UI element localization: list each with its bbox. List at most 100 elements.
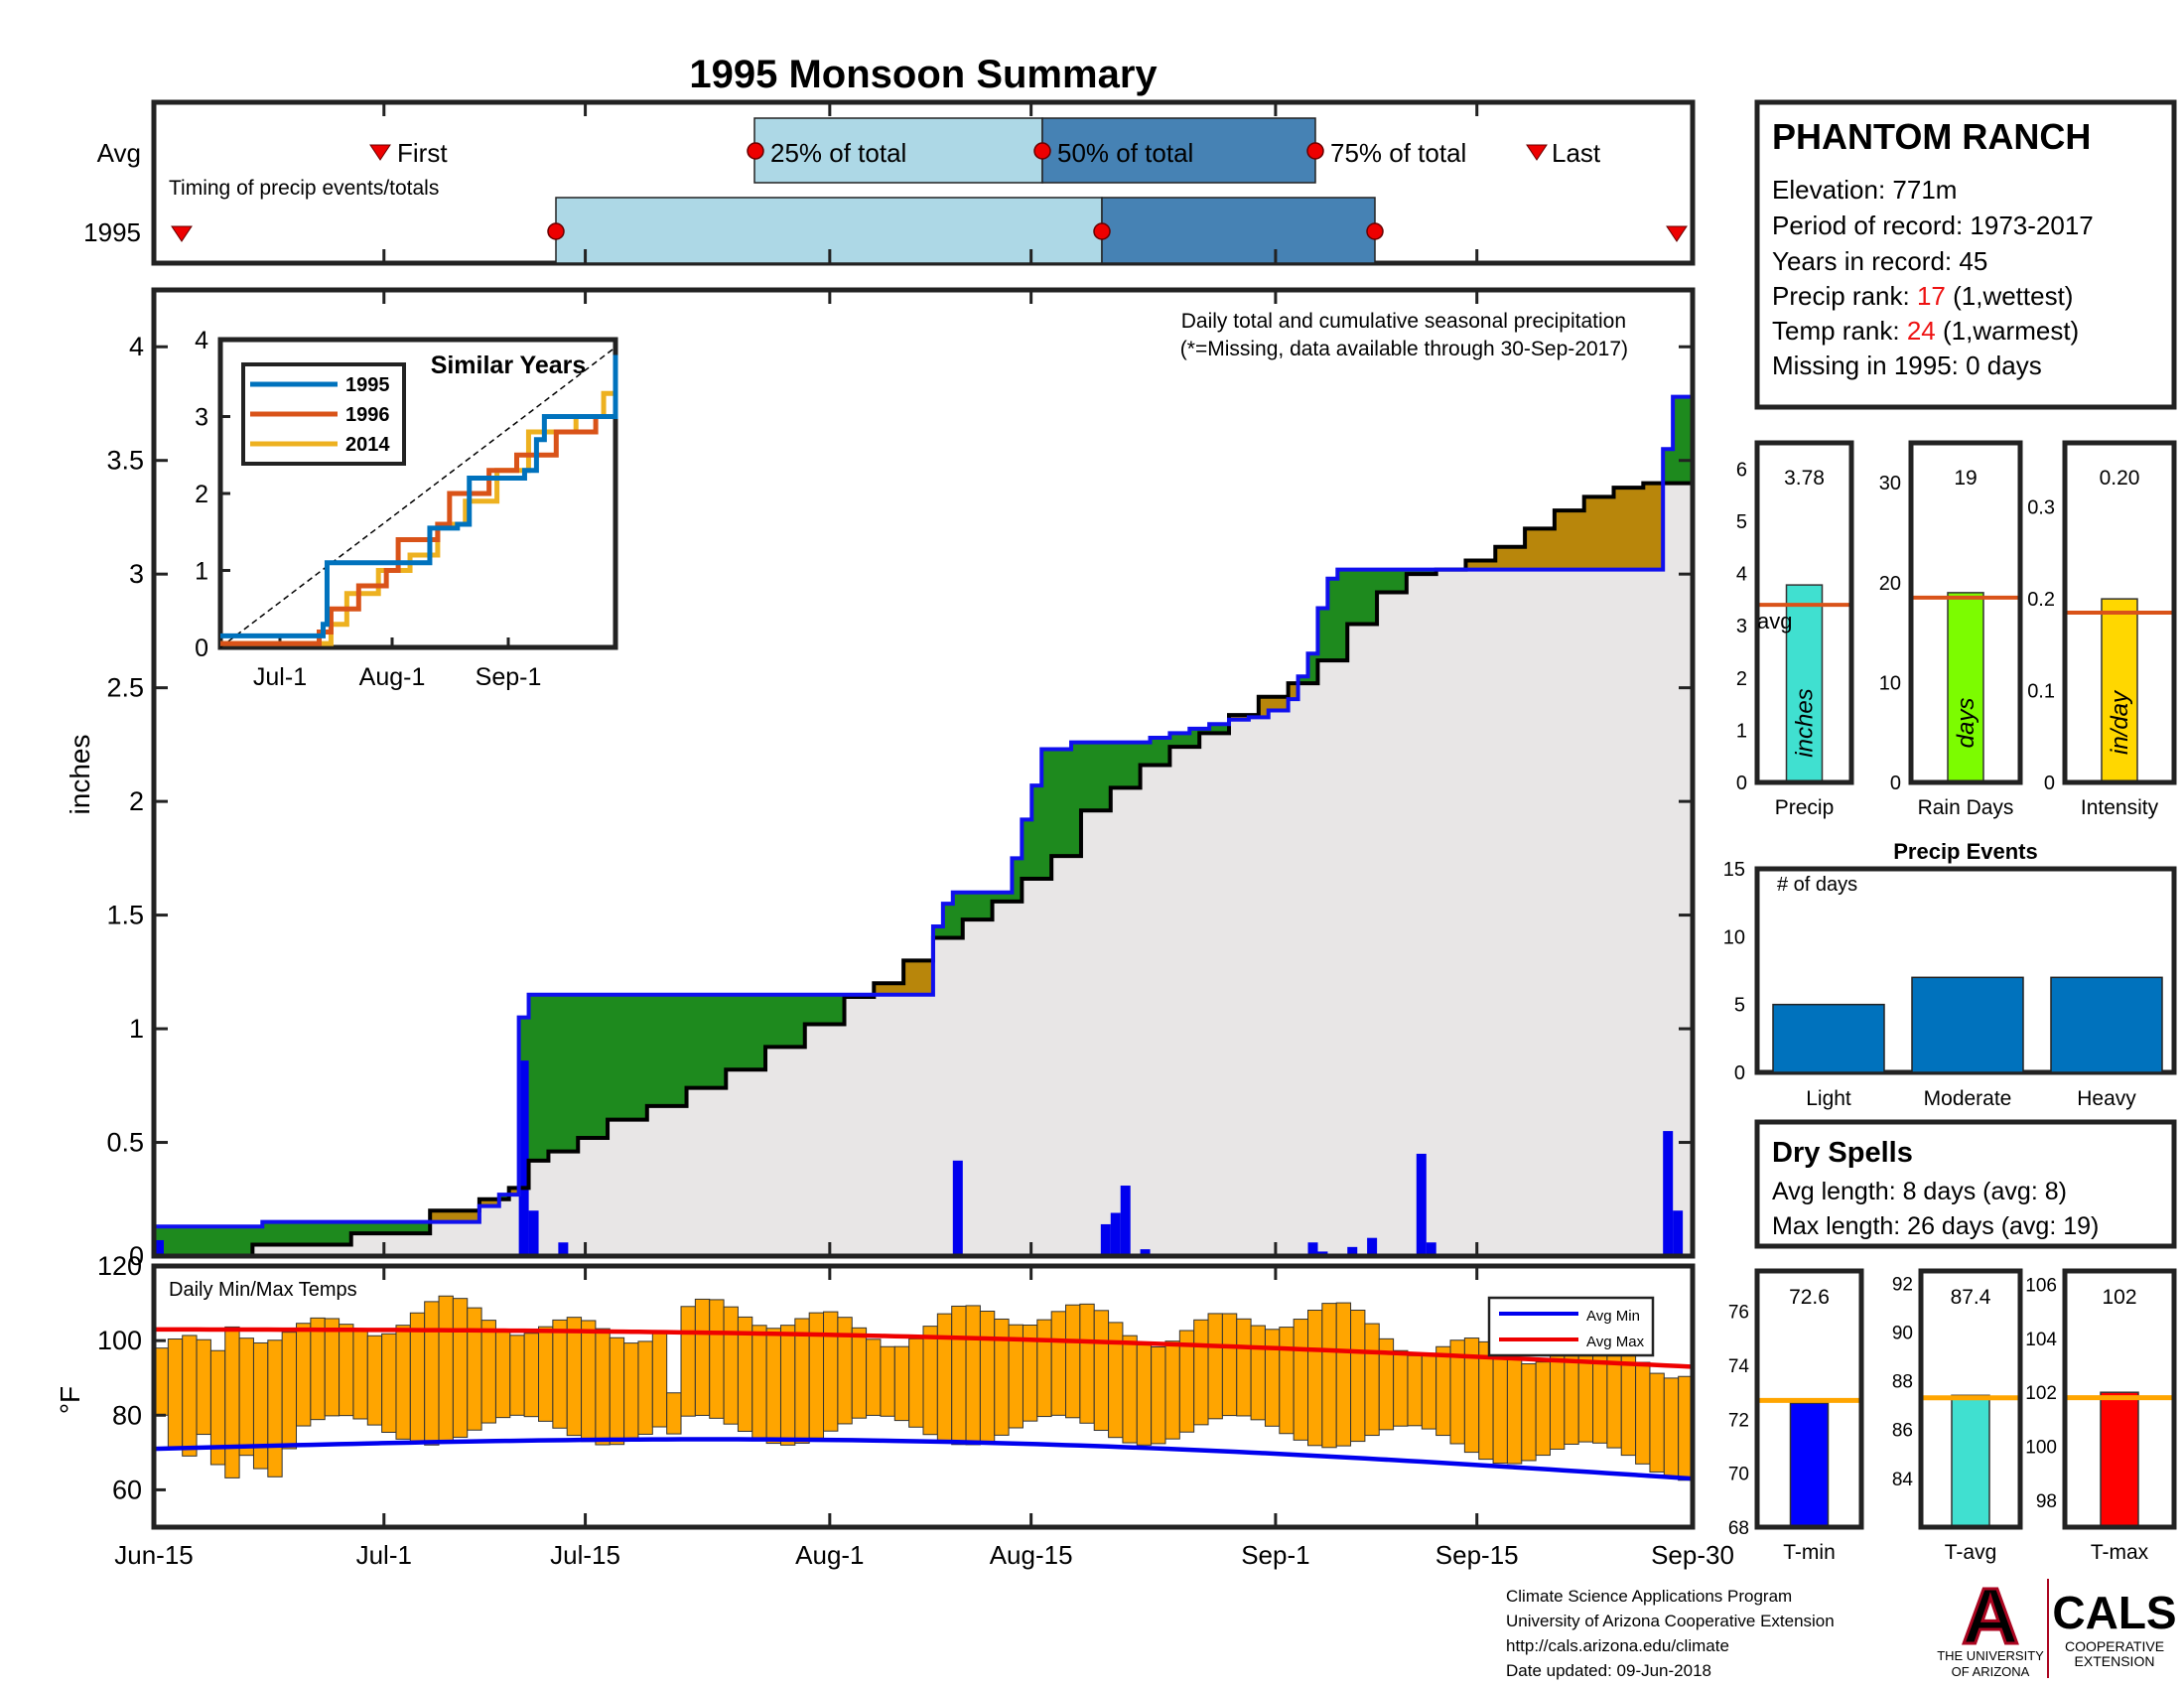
station-period: Period of record: 1973-2017 bbox=[1772, 211, 2094, 240]
timing-panel: Avg 1995 Timing of precip events/totals … bbox=[83, 99, 1696, 266]
temp-bar bbox=[339, 1324, 354, 1417]
temp-bar bbox=[581, 1320, 597, 1443]
daily-precip-bar bbox=[952, 1160, 963, 1256]
temp-bar bbox=[779, 1325, 796, 1446]
inset-y-tick: 2 bbox=[195, 481, 208, 508]
temp-summary-y-tick: 92 bbox=[1892, 1274, 1913, 1295]
x-date-label: Sep-1 bbox=[1241, 1540, 1309, 1570]
temp-bar bbox=[637, 1340, 653, 1435]
temp-bar bbox=[1236, 1318, 1252, 1417]
average-cumulative-line bbox=[154, 481, 1693, 1258]
temp-summary-y-tick: 76 bbox=[1728, 1303, 1749, 1324]
events-y-tick: 15 bbox=[1723, 859, 1745, 881]
summary-unit: in/day bbox=[2107, 689, 2133, 755]
temp-bar bbox=[1350, 1309, 1366, 1443]
timing-last-label: Last bbox=[1552, 138, 1601, 168]
summary-y-tick: 0.3 bbox=[2027, 497, 2055, 519]
temp-bar bbox=[1407, 1354, 1423, 1427]
temp-bar bbox=[1122, 1335, 1138, 1444]
inset-y-tick: 1 bbox=[195, 558, 208, 586]
summary-panel-frame bbox=[1908, 440, 2023, 785]
ua-logo-letter: A bbox=[1962, 1572, 2019, 1660]
station-info-box: PHANTOM RANCH Elevation: 771m Period of … bbox=[1754, 99, 2177, 410]
temp-bar bbox=[267, 1339, 283, 1477]
year-first-marker bbox=[171, 225, 193, 242]
inset-x-tick: Jul-1 bbox=[253, 663, 307, 691]
summary-y-tick: 1 bbox=[1736, 720, 1747, 742]
temps-y-tick: 80 bbox=[112, 1400, 142, 1430]
temp-summary-value: 102 bbox=[2102, 1286, 2136, 1309]
temp-bar bbox=[552, 1319, 568, 1429]
summary-y-tick: 4 bbox=[1736, 564, 1747, 586]
temp-summary-y-tick: 100 bbox=[2025, 1438, 2057, 1459]
summary-panel-frame bbox=[1754, 440, 1854, 785]
temp-bar bbox=[1036, 1319, 1052, 1418]
daily-precip-bar bbox=[1100, 1223, 1111, 1256]
temps-y-tick: 120 bbox=[97, 1251, 142, 1281]
temp-summary-y-tick: 84 bbox=[1892, 1470, 1914, 1490]
summary-y-tick: 6 bbox=[1736, 459, 1747, 481]
temp-bar bbox=[381, 1333, 397, 1434]
daily-precip-bar bbox=[1347, 1246, 1358, 1256]
inset-legend-label: 1995 bbox=[345, 374, 390, 396]
cals-logo-text: CALS bbox=[2052, 1587, 2176, 1638]
temp-bar bbox=[324, 1318, 341, 1417]
station-missing: Missing in 1995: 0 days bbox=[1772, 351, 2042, 380]
inset-series-1995 bbox=[220, 354, 618, 638]
temp-bar bbox=[709, 1299, 725, 1419]
station-years: Years in record: 45 bbox=[1772, 246, 1987, 276]
temp-summary-label: T-max bbox=[2091, 1541, 2149, 1564]
daily-precip-bar bbox=[1416, 1153, 1427, 1256]
legend-avg-min: Avg Min bbox=[1586, 1308, 1640, 1325]
temp-bar bbox=[1136, 1344, 1153, 1446]
event-category-label: Heavy bbox=[2077, 1087, 2136, 1110]
inset-y-tick: 4 bbox=[195, 327, 208, 354]
precip-y-label: inches bbox=[65, 735, 95, 815]
footer-line3: http://cals.arizona.edu/climate bbox=[1506, 1636, 1729, 1655]
temp-bar bbox=[1293, 1319, 1309, 1441]
temp-summary-value: 72.6 bbox=[1789, 1286, 1830, 1309]
inset-series-1996 bbox=[220, 408, 618, 646]
daily-precip-bar bbox=[1120, 1186, 1131, 1256]
cals-logo-sub2: EXTENSION bbox=[2075, 1653, 2155, 1669]
summary-y-tick: 3 bbox=[1736, 616, 1747, 637]
temp-panel-frame bbox=[1754, 1268, 1864, 1530]
station-temp-rank: Temp rank: 24 (1,warmest) bbox=[1772, 316, 2079, 346]
event-bar-light bbox=[1772, 1003, 1885, 1073]
timing-avg-label: Avg bbox=[97, 138, 141, 168]
temp-bar bbox=[395, 1325, 411, 1440]
seasonal-summary-bars: 3.78 inches Precip 0 1 2 3 4 5 6 19 days Rain Days 0 1… bbox=[1736, 440, 2177, 819]
inset-average-line bbox=[219, 347, 616, 648]
temp-summary-bar-t-max bbox=[2100, 1391, 2139, 1528]
temp-bar bbox=[951, 1305, 967, 1446]
summary-panel-frame bbox=[2062, 440, 2177, 785]
legend-avg-max: Avg Max bbox=[1586, 1334, 1645, 1350]
temp-bar bbox=[1108, 1322, 1124, 1439]
temp-bar bbox=[965, 1305, 981, 1446]
inset-y-tick: 3 bbox=[195, 404, 208, 432]
temp-bar bbox=[1307, 1310, 1323, 1447]
x-date-label: Aug-15 bbox=[990, 1540, 1073, 1570]
temp-bar bbox=[494, 1330, 511, 1419]
summary-bar-precip bbox=[1785, 584, 1824, 783]
summary-label: Precip bbox=[1775, 796, 1835, 819]
summary-y-tick: 0 bbox=[2044, 773, 2055, 794]
temp-bar bbox=[609, 1336, 625, 1446]
temp-bar bbox=[908, 1337, 924, 1428]
ua-logo-text1: THE UNIVERSITY bbox=[1937, 1648, 2044, 1663]
temp-summary-y-tick: 88 bbox=[1892, 1372, 1913, 1393]
temp-bar bbox=[467, 1307, 482, 1431]
temp-summary-label: T-avg bbox=[1945, 1541, 1997, 1564]
temp-bar bbox=[823, 1311, 839, 1432]
temp-bar bbox=[1435, 1345, 1451, 1437]
temp-bar bbox=[1321, 1303, 1337, 1449]
temp-bar bbox=[866, 1338, 882, 1416]
temp-summary-y-tick: 90 bbox=[1892, 1323, 1913, 1343]
temp-bar bbox=[1207, 1313, 1223, 1420]
temp-bar bbox=[538, 1326, 554, 1422]
year-25-marker bbox=[547, 222, 565, 240]
temp-bar bbox=[196, 1338, 211, 1436]
temp-bar bbox=[651, 1332, 668, 1428]
temp-bar bbox=[751, 1325, 767, 1440]
